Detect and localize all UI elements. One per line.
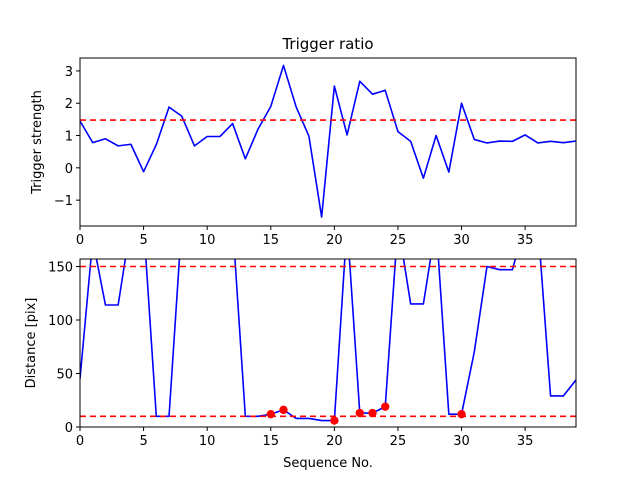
x-ticks: 0 5 10 15 20 25 30 35 xyxy=(76,226,534,248)
x-tick-label: 30 xyxy=(453,233,470,248)
y-tick-label: 100 xyxy=(48,314,73,329)
data-point-marker xyxy=(368,408,377,418)
data-point-marker xyxy=(266,409,275,419)
x-tick-label: 35 xyxy=(517,434,534,449)
x-tick-label: 15 xyxy=(262,233,279,248)
data-point-marker xyxy=(457,409,466,419)
y-tick-label: 1 xyxy=(65,130,73,145)
x-tick-label: 30 xyxy=(453,434,470,449)
series-line xyxy=(80,259,576,422)
x-tick-label: 15 xyxy=(262,434,279,449)
y-ticks: −1 0 1 2 3 xyxy=(54,65,80,209)
data-point-marker xyxy=(279,405,288,415)
trigger-ratio-panel: Trigger ratio 0 5 10 15 20 25 30 35 −1 0 1 2 3 Trig… xyxy=(30,35,577,248)
x-tick-label: 35 xyxy=(517,233,534,248)
x-tick-label: 10 xyxy=(199,434,216,449)
x-axis-label: Sequence No. xyxy=(283,456,373,471)
y-tick-label: 150 xyxy=(48,260,73,275)
x-tick-label: 25 xyxy=(390,434,407,449)
data-point-marker xyxy=(355,408,364,418)
axes-frame xyxy=(79,57,577,227)
x-tick-label: 20 xyxy=(326,233,343,248)
chart-title: Trigger ratio xyxy=(281,35,373,53)
x-tick-label: 5 xyxy=(139,434,147,449)
data-point-marker xyxy=(330,416,339,425)
plot-area xyxy=(80,64,576,218)
y-ticks: 0 50 100 150 xyxy=(48,260,80,436)
x-tick-label: 20 xyxy=(326,434,343,449)
axes-frame xyxy=(79,258,577,428)
y-tick-label: 3 xyxy=(65,65,73,80)
y-axis-label: Trigger strength xyxy=(30,90,45,195)
data-point-marker xyxy=(381,402,390,411)
y-tick-label: −1 xyxy=(54,194,73,209)
y-axis-label: Distance [pix] xyxy=(24,298,39,389)
y-tick-label: 2 xyxy=(65,97,73,112)
x-tick-label: 0 xyxy=(76,434,84,449)
x-tick-label: 25 xyxy=(390,233,407,248)
y-tick-label: 0 xyxy=(65,162,73,177)
x-tick-label: 0 xyxy=(76,233,84,248)
series-line xyxy=(80,64,576,218)
plot-area xyxy=(80,259,576,425)
y-tick-label: 0 xyxy=(65,421,73,436)
x-ticks: 0 5 10 15 20 25 30 35 xyxy=(76,427,534,449)
x-tick-label: 5 xyxy=(139,233,147,248)
x-tick-label: 10 xyxy=(199,233,216,248)
y-tick-label: 50 xyxy=(56,367,73,382)
